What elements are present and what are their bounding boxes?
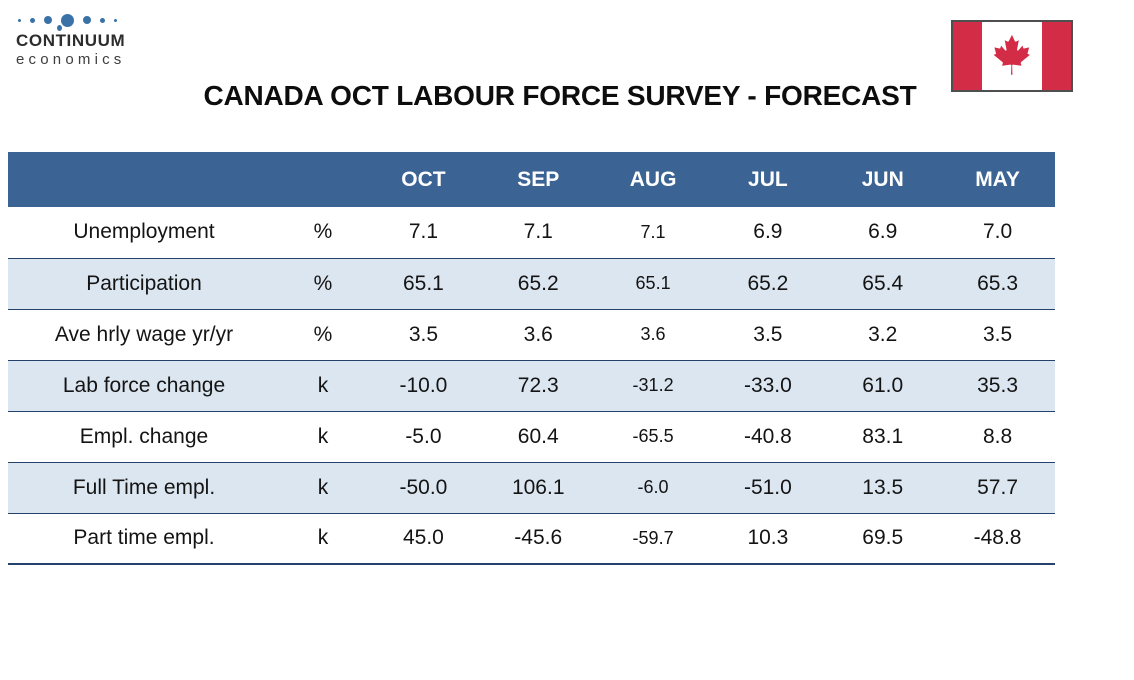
- row-label: Unemployment: [8, 207, 280, 259]
- cell-value: 65.1: [366, 258, 481, 310]
- cell-value: 6.9: [710, 207, 826, 259]
- column-header-oct: OCT: [366, 152, 481, 207]
- row-label: Empl. change: [8, 411, 280, 463]
- table-row-ave-hrly-wage: Ave hrly wage yr/yr % 3.5 3.6 3.6 3.5 3.…: [8, 309, 1055, 361]
- row-label: Full Time empl.: [8, 462, 280, 514]
- canada-flag-icon: [951, 20, 1073, 92]
- table-row-unemployment: Unemployment % 7.1 7.1 7.1 6.9 6.9 7.0: [8, 207, 1055, 259]
- row-unit: k: [280, 513, 366, 565]
- table-row-empl-change: Empl. change k -5.0 60.4 -65.5 -40.8 83.…: [8, 411, 1055, 463]
- cell-value: 3.5: [366, 309, 481, 361]
- cell-value: 69.5: [825, 513, 941, 565]
- logo-dots-icon: [16, 12, 146, 31]
- cell-value: 7.1: [595, 207, 711, 259]
- cell-value: 65.1: [595, 258, 711, 310]
- logo-text-economics: economics: [16, 50, 126, 68]
- cell-value: 7.1: [366, 207, 481, 259]
- row-label: Part time empl.: [8, 513, 280, 565]
- cell-value: 10.3: [710, 513, 826, 565]
- row-unit: %: [280, 258, 366, 310]
- column-header-jun: JUN: [825, 152, 941, 207]
- row-label: Lab force change: [8, 360, 280, 412]
- logo-dot: [44, 16, 52, 24]
- flag-red-band: [953, 22, 982, 90]
- logo-dot: [18, 18, 21, 22]
- row-unit: %: [280, 207, 366, 259]
- column-header-aug: AUG: [595, 152, 711, 207]
- maple-leaf-icon: [993, 34, 1030, 75]
- cell-value: 45.0: [366, 513, 481, 565]
- cell-value: -33.0: [710, 360, 826, 412]
- cell-value: 3.6: [480, 309, 596, 361]
- cell-value: 65.2: [480, 258, 596, 310]
- forecast-table: OCT SEP AUG JUL JUN MAY Unemployment % 7…: [8, 152, 1055, 565]
- logo-dot: [100, 17, 105, 23]
- cell-value: -6.0: [595, 462, 711, 514]
- cell-value: 7.0: [940, 207, 1055, 259]
- cell-value: 65.2: [710, 258, 826, 310]
- cell-value: 7.1: [480, 207, 596, 259]
- page-title: CANADA OCT LABOUR FORCE SURVEY - FORECAS…: [203, 80, 917, 111]
- row-unit: k: [280, 360, 366, 412]
- logo-dot: [61, 13, 74, 27]
- column-header-jul: JUL: [710, 152, 826, 207]
- cell-value: -5.0: [366, 411, 481, 463]
- logo-dot: [57, 25, 62, 31]
- logo-text-continuum: CONTINUUM: [16, 31, 126, 50]
- cell-value: 3.6: [595, 309, 711, 361]
- row-label: Participation: [8, 258, 280, 310]
- cell-value: 57.7: [940, 462, 1055, 514]
- cell-value: 35.3: [940, 360, 1055, 412]
- logo-dot: [30, 17, 35, 23]
- cell-value: 8.8: [940, 411, 1055, 463]
- cell-value: 3.5: [940, 309, 1055, 361]
- row-unit: k: [280, 411, 366, 463]
- cell-value: -10.0: [366, 360, 481, 412]
- cell-value: 3.5: [710, 309, 826, 361]
- cell-value: -50.0: [366, 462, 481, 514]
- cell-value: -48.8: [940, 513, 1055, 565]
- table-row-full-time-empl: Full Time empl. k -50.0 106.1 -6.0 -51.0…: [8, 462, 1055, 514]
- logo-dot: [114, 18, 117, 22]
- column-header-may: MAY: [940, 152, 1055, 207]
- table-row-part-time-empl: Part time empl. k 45.0 -45.6 -59.7 10.3 …: [8, 513, 1055, 565]
- table-row-participation: Participation % 65.1 65.2 65.1 65.2 65.4…: [8, 258, 1055, 310]
- column-header-sep: SEP: [480, 152, 596, 207]
- cell-value: 3.2: [825, 309, 941, 361]
- cell-value: 13.5: [825, 462, 941, 514]
- cell-value: 72.3: [480, 360, 596, 412]
- flag-white-band: [982, 22, 1042, 90]
- cell-value: 6.9: [825, 207, 941, 259]
- cell-value: 83.1: [825, 411, 941, 463]
- row-unit: k: [280, 462, 366, 514]
- table-header-row: OCT SEP AUG JUL JUN MAY: [8, 152, 1055, 207]
- row-label: Ave hrly wage yr/yr: [8, 309, 280, 361]
- logo-dot: [83, 16, 91, 24]
- table-row-lab-force-change: Lab force change k -10.0 72.3 -31.2 -33.…: [8, 360, 1055, 412]
- header-unit-spacer: [280, 152, 366, 207]
- row-unit: %: [280, 309, 366, 361]
- header-label-spacer: [8, 152, 280, 207]
- cell-value: 65.3: [940, 258, 1055, 310]
- cell-value: -40.8: [710, 411, 826, 463]
- continuum-logo: CONTINUUM economics: [16, 12, 146, 69]
- cell-value: 65.4: [825, 258, 941, 310]
- cell-value: 60.4: [480, 411, 596, 463]
- flag-red-band: [1042, 22, 1071, 90]
- cell-value: -51.0: [710, 462, 826, 514]
- cell-value: -65.5: [595, 411, 711, 463]
- cell-value: -31.2: [595, 360, 711, 412]
- cell-value: 61.0: [825, 360, 941, 412]
- cell-value: 106.1: [480, 462, 596, 514]
- cell-value: -45.6: [480, 513, 596, 565]
- cell-value: -59.7: [595, 513, 711, 565]
